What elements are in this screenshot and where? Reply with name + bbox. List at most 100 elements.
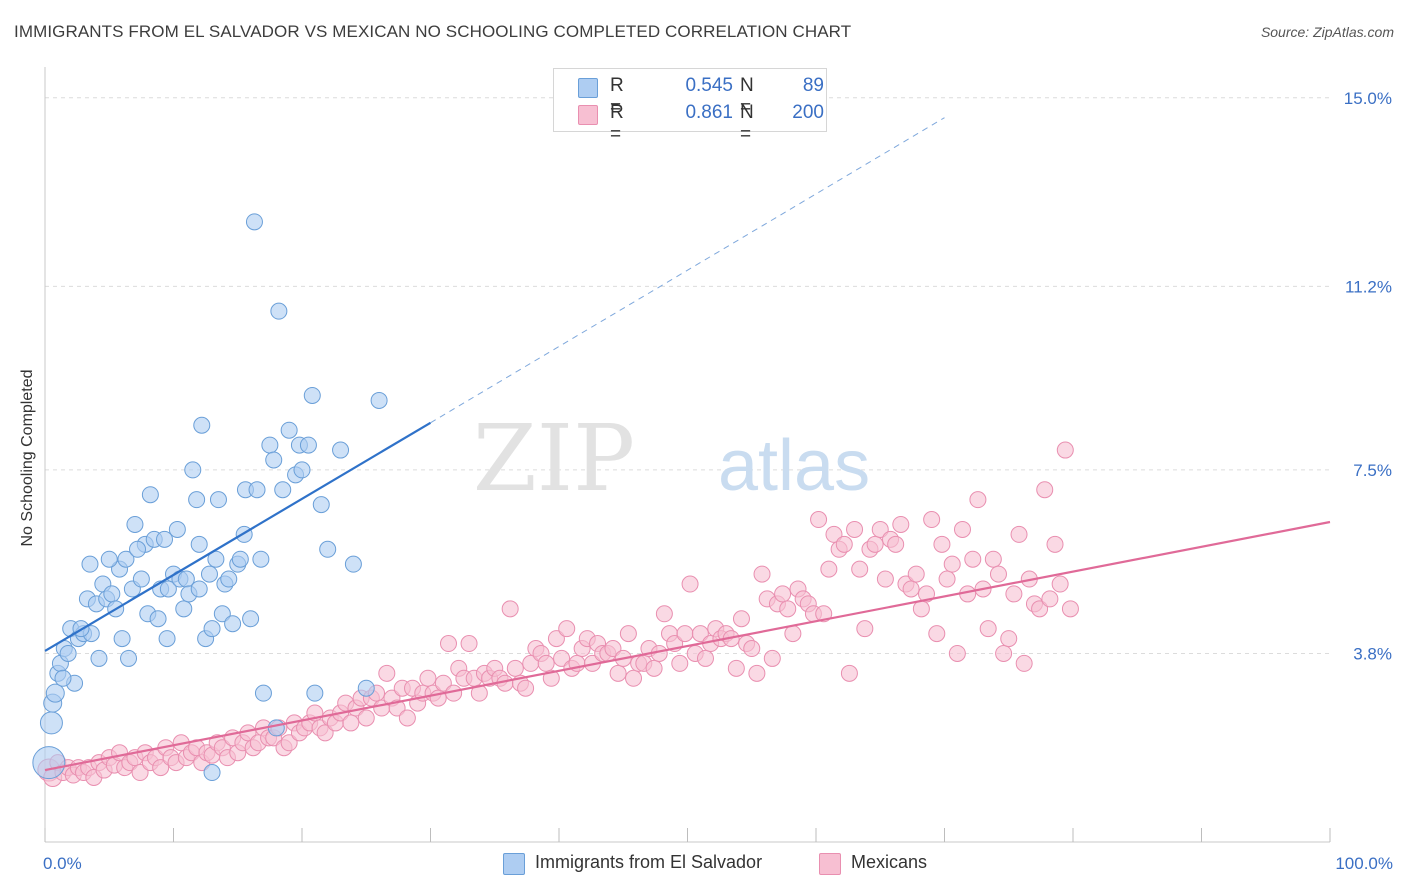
y-tick-label: 3.8% xyxy=(1353,644,1392,663)
el-salvador-point xyxy=(293,461,311,479)
el-salvador-point xyxy=(203,764,221,782)
mexican-point xyxy=(902,580,920,598)
mexican-point xyxy=(892,515,910,533)
mexican-point xyxy=(1005,585,1023,603)
el-salvador-point xyxy=(117,550,135,568)
chart-title: IMMIGRANTS FROM EL SALVADOR VS MEXICAN N… xyxy=(14,22,852,41)
el-salvador-point xyxy=(357,679,375,697)
axes xyxy=(44,67,1331,843)
mexican-point xyxy=(506,659,524,677)
mexican-point xyxy=(131,764,149,782)
mexican-point xyxy=(1046,535,1064,553)
mexican-point xyxy=(619,625,637,643)
mexican-point xyxy=(1051,575,1069,593)
el-salvador-point xyxy=(344,555,362,573)
el-salvador-point xyxy=(332,441,350,459)
source-label: Source: ZipAtlas.com xyxy=(1260,24,1394,40)
legend-r-value: 0.545 xyxy=(685,75,733,96)
x-tick-label: 0.0% xyxy=(43,854,82,873)
mexican-point xyxy=(820,560,838,578)
mexican-point xyxy=(928,625,946,643)
el-salvador-trend-line xyxy=(44,421,432,652)
el-salvador-point xyxy=(220,570,238,588)
el-salvador-point xyxy=(175,600,193,618)
el-salvador-point xyxy=(184,461,202,479)
el-salvador-point xyxy=(149,610,167,628)
el-salvador-point xyxy=(213,605,231,623)
el-salvador-point xyxy=(270,302,288,320)
el-salvador-point xyxy=(126,515,144,533)
el-salvador-point xyxy=(90,649,108,667)
el-salvador-point xyxy=(303,386,321,404)
mexican-point xyxy=(774,585,792,603)
mexican-point xyxy=(866,535,884,553)
mexican-point xyxy=(558,620,576,638)
el-salvador-point xyxy=(45,683,65,703)
mexican-point xyxy=(671,654,689,672)
mexican-point xyxy=(547,630,565,648)
mexican-point xyxy=(810,511,828,529)
mexican-point xyxy=(419,669,437,687)
mexican-point xyxy=(907,565,925,583)
y-tick-label: 11.2% xyxy=(1345,277,1392,296)
mexican-point xyxy=(645,659,663,677)
mexican-point xyxy=(152,759,170,777)
el-salvador-point xyxy=(158,630,176,648)
el-salvador-point xyxy=(59,644,77,662)
mexican-point xyxy=(856,620,874,638)
mexican-point xyxy=(1031,600,1049,618)
mexican-point xyxy=(748,664,766,682)
mexican-point xyxy=(964,550,982,568)
mexican-point xyxy=(784,625,802,643)
el-salvador-point xyxy=(193,416,211,434)
mexican-point xyxy=(995,644,1013,662)
mexican-point xyxy=(696,649,714,667)
watermark-zip: ZIP xyxy=(473,405,635,512)
mexican-point xyxy=(460,635,478,653)
el-salvador-point xyxy=(231,550,249,568)
el-salvador-point xyxy=(32,746,66,780)
mexican-point xyxy=(979,620,997,638)
bottom-swatch-blue xyxy=(503,853,525,875)
mexican-point xyxy=(553,649,571,667)
mexican-point xyxy=(609,664,627,682)
el-salvador-point xyxy=(306,684,324,702)
mexican-point xyxy=(604,640,622,658)
legend-r-label: R = xyxy=(610,102,624,145)
el-salvador-point xyxy=(319,540,337,558)
mexican-point xyxy=(655,605,673,623)
mexican-point xyxy=(779,600,797,618)
el-salvador-point xyxy=(159,580,177,598)
el-salvador-point xyxy=(100,550,118,568)
mexican-point xyxy=(1015,654,1033,672)
el-salvador-point xyxy=(120,649,138,667)
mexican-point xyxy=(938,570,956,588)
mexican-point xyxy=(846,520,864,538)
mexican-point xyxy=(943,555,961,573)
el-salvador-point xyxy=(224,615,242,633)
legend-r-value: 0.861 xyxy=(685,102,733,123)
mexican-point xyxy=(501,600,519,618)
mexican-point xyxy=(439,635,457,653)
mexican-point xyxy=(887,535,905,553)
mexican-point xyxy=(732,610,750,628)
mexican-point xyxy=(1010,525,1028,543)
el-salvador-points xyxy=(32,213,388,782)
mexican-point xyxy=(378,664,396,682)
el-salvador-point xyxy=(274,481,292,499)
el-salvador-point xyxy=(252,550,270,568)
mexican-point xyxy=(840,664,858,682)
mexican-point xyxy=(876,570,894,588)
mexican-point xyxy=(923,511,941,529)
watermark-atlas: atlas xyxy=(718,426,870,506)
mexicans-trend-line xyxy=(44,520,1331,772)
el-salvador-point xyxy=(299,436,317,454)
el-salvador-point xyxy=(209,491,227,509)
el-salvador-point xyxy=(207,550,225,568)
legend-swatch-blue xyxy=(578,78,598,98)
el-salvador-point xyxy=(254,684,272,702)
mexican-point xyxy=(1041,590,1059,608)
mexican-point xyxy=(1036,481,1054,499)
tick-labels: 3.8% 7.5% 11.2% 15.0% 0.0% 100.0% xyxy=(43,89,1393,873)
